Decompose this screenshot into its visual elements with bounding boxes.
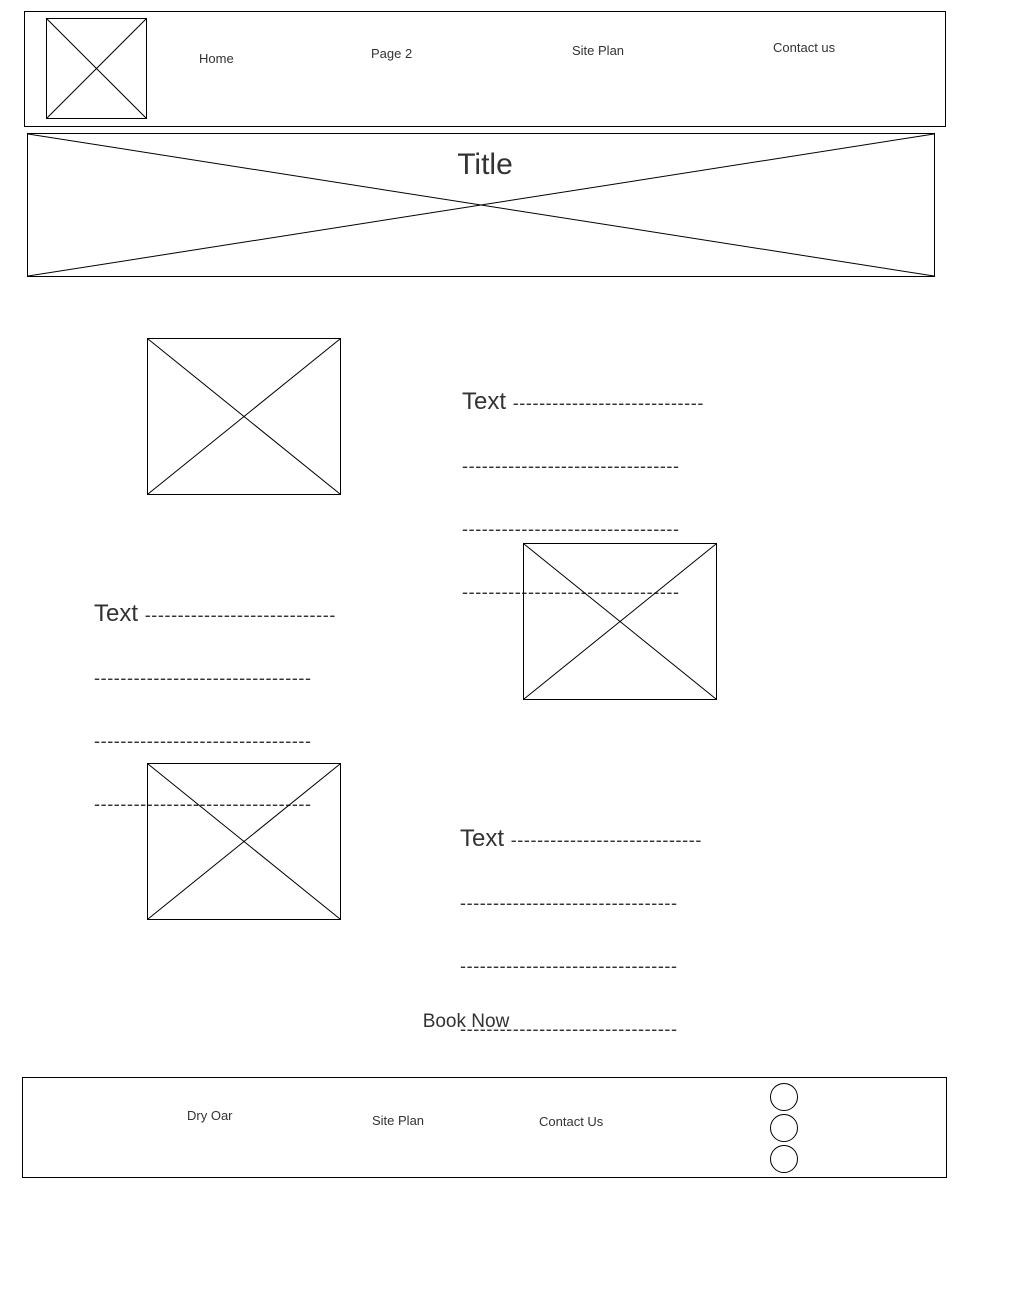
- section-1-text-line: ---------------------------------: [462, 519, 680, 539]
- section-3-text-lead-dashes: -----------------------------: [510, 830, 702, 850]
- section-3-text-lead: Text: [460, 825, 505, 852]
- footer-site-plan-link[interactable]: Site Plan: [372, 1113, 425, 1128]
- section-2-text: Text ----------------------------- -----…: [94, 564, 336, 836]
- nav-home-link[interactable]: Home: [199, 51, 234, 66]
- book-now-button[interactable]: Book Now: [422, 1011, 510, 1032]
- section-2-text-lead: Text: [94, 600, 139, 627]
- section-3-text-line: ---------------------------------: [460, 893, 678, 913]
- section-1-text-line: ---------------------------------: [462, 456, 680, 476]
- logo-image-placeholder[interactable]: [46, 18, 147, 119]
- section-2-text-line: ---------------------------------: [94, 731, 312, 751]
- section-1-image-placeholder: [147, 338, 341, 495]
- nav-site-plan-link[interactable]: Site Plan: [572, 43, 625, 58]
- section-2-text-line: ---------------------------------: [94, 794, 312, 814]
- header-bar: [24, 11, 946, 127]
- section-3-text-line: ---------------------------------: [460, 956, 678, 976]
- section-3-text-line: ---------------------------------: [460, 1019, 678, 1039]
- social-icon-2[interactable]: [770, 1114, 798, 1142]
- footer-bar: [22, 1077, 947, 1178]
- section-3-image-placeholder: [147, 763, 341, 920]
- footer-contact-link[interactable]: Contact Us: [539, 1114, 604, 1129]
- section-3-text: Text ----------------------------- -----…: [460, 789, 702, 1061]
- section-2-image-placeholder: [523, 543, 717, 700]
- page-title: Title: [457, 148, 513, 181]
- social-icon-3[interactable]: [770, 1145, 798, 1173]
- section-1-text: Text ----------------------------- -----…: [462, 352, 704, 624]
- section-2-text-line: ---------------------------------: [94, 668, 312, 688]
- footer-brand-link[interactable]: Dry Oar: [187, 1108, 233, 1123]
- social-icon-1[interactable]: [770, 1083, 798, 1111]
- section-2-text-lead-dashes: -----------------------------: [144, 605, 336, 625]
- banner-image-placeholder: [27, 133, 935, 277]
- section-1-text-line: ---------------------------------: [462, 582, 680, 602]
- section-1-text-lead-dashes: -----------------------------: [512, 393, 704, 413]
- nav-contact-link[interactable]: Contact us: [773, 40, 836, 55]
- section-1-text-lead: Text: [462, 388, 507, 415]
- nav-page2-link[interactable]: Page 2: [371, 46, 413, 61]
